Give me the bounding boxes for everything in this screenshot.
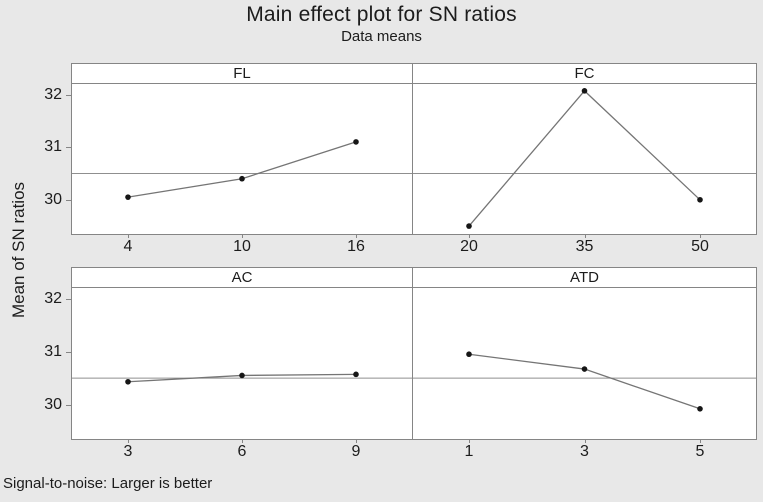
x-tick-label: 9 — [351, 443, 361, 460]
y-tick — [66, 94, 71, 96]
panel-plot-svg — [413, 88, 756, 229]
y-tick-label: 32 — [44, 289, 62, 307]
series-line — [127, 141, 357, 198]
x-tick-label: 3 — [580, 443, 589, 460]
x-tick — [469, 234, 470, 238]
y-tick-label: 31 — [44, 342, 62, 360]
x-tick — [242, 439, 243, 443]
x-tick — [469, 439, 470, 443]
panel-plot-svg — [413, 351, 756, 412]
y-tick — [66, 298, 71, 300]
panel-fc-plot-area — [413, 84, 756, 234]
panel-fl: FL — [71, 63, 413, 235]
x-tick-label: 16 — [347, 238, 365, 255]
x-tick-label: 4 — [123, 238, 133, 255]
x-tick-label: 3 — [123, 443, 133, 460]
panel-fl-header: FL — [72, 64, 412, 84]
data-point — [581, 88, 588, 94]
series-line — [468, 353, 701, 410]
x-tick-label: 50 — [691, 238, 709, 255]
x-tick — [356, 234, 357, 238]
data-point — [353, 139, 359, 145]
x-tick-label: 5 — [695, 443, 705, 460]
y-tick — [66, 147, 71, 149]
data-point — [466, 223, 472, 229]
x-tick — [128, 439, 129, 443]
series-line — [468, 89, 701, 227]
data-point — [125, 378, 131, 385]
x-tick — [356, 439, 357, 443]
x-tick — [700, 439, 701, 443]
panel-plot-svg — [72, 139, 412, 200]
chart-subtitle: Data means — [341, 28, 422, 45]
panel-ac-plot-area — [72, 288, 412, 439]
x-tick-label: 1 — [464, 443, 474, 460]
data-point — [239, 175, 245, 182]
footer-note: Signal-to-noise: Larger is better — [3, 475, 213, 492]
panel-atd-header: ATD — [413, 268, 756, 288]
x-tick-label: 10 — [233, 238, 251, 255]
panel-atd: ATD — [412, 267, 757, 440]
y-tick-label: 30 — [44, 190, 62, 208]
y-tick — [66, 351, 71, 353]
data-point — [697, 196, 703, 203]
panel-fl-plot-area — [72, 84, 412, 234]
y-tick-label: 31 — [44, 138, 62, 156]
x-tick — [584, 234, 586, 238]
panel-fc-header: FC — [413, 64, 756, 84]
y-axis-title: Mean of SN ratios — [9, 181, 28, 319]
panel-plot-svg — [72, 371, 412, 385]
x-tick — [128, 234, 129, 238]
data-point — [353, 371, 359, 378]
x-tick-label: 20 — [460, 238, 478, 255]
y-tick — [66, 404, 71, 406]
y-tick — [66, 199, 71, 201]
x-tick — [242, 234, 243, 238]
panel-ac-header: AC — [72, 268, 412, 288]
x-tick — [700, 234, 701, 238]
panel-ac: AC — [71, 267, 413, 440]
x-tick — [584, 439, 586, 443]
x-tick-label: 6 — [237, 443, 247, 460]
panel-atd-plot-area — [413, 288, 756, 439]
x-tick-label: 35 — [575, 238, 594, 255]
data-point — [697, 406, 703, 412]
panel-fc: FC — [412, 63, 757, 235]
chart-title: Main effect plot for SN ratios — [246, 3, 517, 26]
data-point — [581, 366, 588, 372]
data-point — [239, 372, 245, 379]
data-point — [125, 194, 131, 200]
y-tick-label: 30 — [44, 395, 62, 413]
y-tick-label: 32 — [44, 85, 62, 103]
data-point — [466, 351, 472, 358]
